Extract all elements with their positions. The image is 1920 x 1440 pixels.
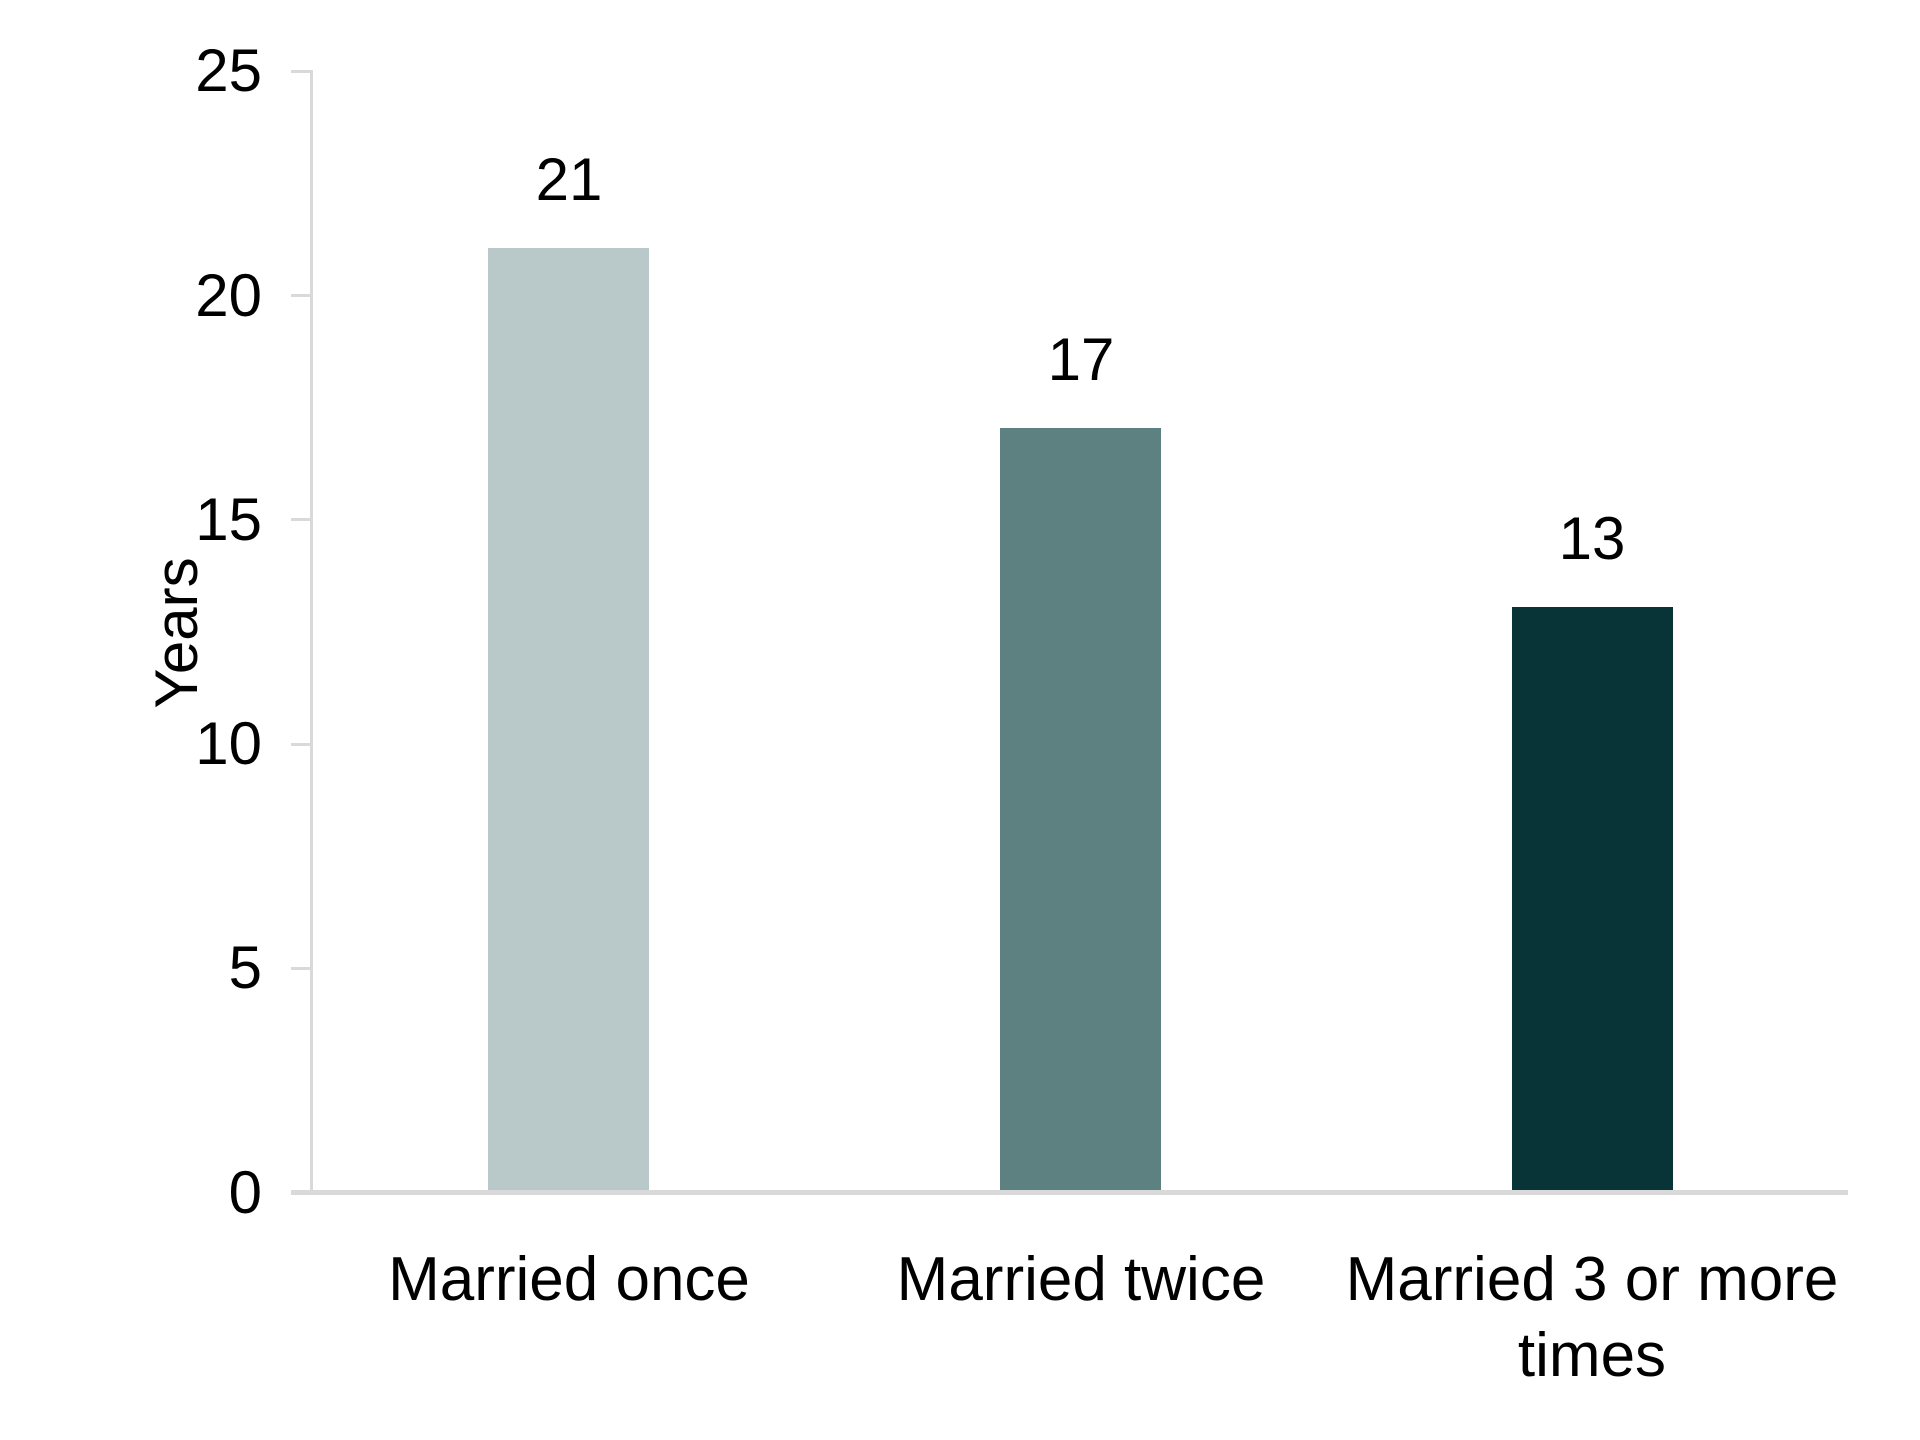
x-category-label-married-once: Married once [388, 1245, 750, 1314]
y-tick-label-0: 0 [228, 1158, 262, 1226]
bar-married-3-or-more-times [1512, 607, 1673, 1190]
y-tick-mark-5 [291, 966, 313, 970]
bar-value-label-married-3-or-more-times: 13 [1558, 505, 1626, 572]
y-tick-mark-10 [291, 742, 313, 746]
bar-married-once [488, 248, 649, 1190]
y-tick-label-20: 20 [195, 261, 262, 329]
bar-value-label-married-twice: 17 [1047, 326, 1115, 393]
bar-married-twice [1000, 428, 1161, 1190]
y-tick-mark-25 [291, 69, 313, 73]
x-category-label-married-twice: Married twice [896, 1245, 1266, 1314]
y-tick-label-10: 10 [195, 710, 262, 777]
x-axis-line [291, 1190, 1848, 1195]
y-tick-mark-0 [291, 1191, 313, 1194]
x-category-label-married-3-or-more-times: Married 3 or more times [1345, 1245, 1839, 1390]
bar-value-label-married-once: 21 [535, 146, 603, 213]
y-tick-label-15: 15 [195, 485, 262, 553]
y-tick-mark-20 [291, 294, 313, 297]
y-tick-mark-15 [291, 518, 313, 522]
y-tick-label-5: 5 [228, 934, 262, 1002]
y-axis-title: Years [143, 557, 210, 709]
y-axis-line [310, 70, 313, 1193]
y-tick-label-25: 25 [195, 37, 262, 105]
